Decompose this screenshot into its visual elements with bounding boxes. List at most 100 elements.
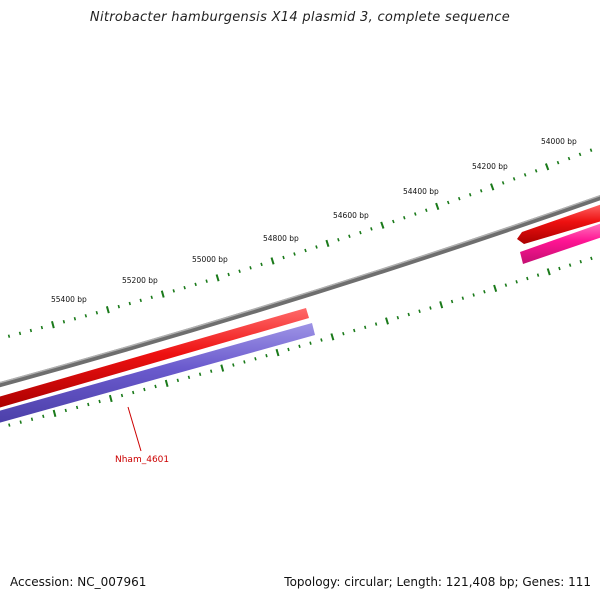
- scale-minor-tick: [315, 245, 318, 249]
- scale-minor-tick: [249, 266, 252, 270]
- tick-label-54400: 54400 bp: [403, 187, 439, 196]
- scale-minor-tick: [42, 414, 45, 419]
- scale-major-tick: [52, 409, 57, 417]
- scale-major-tick: [380, 221, 385, 229]
- scale-minor-tick: [18, 331, 22, 336]
- scale-minor-tick: [98, 399, 101, 404]
- scale-minor-tick: [172, 289, 175, 293]
- scale-major-tick: [105, 306, 110, 314]
- scale-minor-tick: [526, 276, 529, 281]
- scale-minor-tick: [396, 315, 400, 320]
- tick-label-54200: 54200 bp: [472, 162, 508, 171]
- scale-major-tick: [435, 202, 440, 211]
- scale-minor-tick: [95, 310, 99, 315]
- gene-arc-blue-left[interactable]: [0, 323, 315, 424]
- scale-minor-tick: [243, 360, 246, 364]
- tick-label-55400: 55400 bp: [51, 295, 87, 304]
- scale-major-tick: [51, 321, 55, 329]
- scale-minor-tick: [293, 252, 296, 256]
- gene-arc-red-right[interactable]: [517, 203, 600, 244]
- scale-major-tick: [385, 317, 389, 325]
- scale-minor-tick: [392, 219, 395, 224]
- scale-minor-tick: [414, 212, 417, 216]
- scale-minor-tick: [353, 328, 356, 333]
- gene-arc-red-left[interactable]: [0, 308, 309, 409]
- scale-minor-tick: [210, 369, 213, 373]
- scale-major-tick: [544, 163, 550, 171]
- scale-minor-tick: [374, 322, 378, 326]
- tick-label-54800: 54800 bp: [263, 234, 299, 243]
- scale-minor-tick: [523, 173, 527, 177]
- scale-minor-tick: [120, 393, 124, 398]
- scale-minor-tick: [238, 269, 241, 273]
- gene-label-nham-4601[interactable]: Nham_4601: [115, 406, 169, 465]
- scale-minor-tick: [150, 295, 153, 300]
- scale-minor-tick: [534, 169, 538, 173]
- scale-minor-tick: [589, 148, 593, 152]
- scale-minor-tick: [287, 347, 290, 352]
- scale-major-tick: [160, 290, 165, 298]
- scale-minor-tick: [461, 296, 465, 300]
- inner-scale-ring: [8, 256, 593, 427]
- scale-minor-tick: [75, 405, 79, 410]
- scale-minor-tick: [73, 317, 77, 321]
- scale-minor-tick: [501, 181, 505, 185]
- scale-minor-tick: [198, 372, 202, 376]
- scale-minor-tick: [62, 320, 66, 324]
- scale-minor-tick: [254, 357, 257, 361]
- scale-minor-tick: [232, 363, 235, 367]
- scale-minor-tick: [227, 272, 230, 277]
- scale-minor-tick: [483, 289, 486, 294]
- scale-minor-tick: [364, 325, 367, 330]
- scale-minor-tick: [139, 298, 142, 303]
- scale-minor-tick: [132, 390, 135, 395]
- scale-minor-tick: [84, 314, 88, 318]
- scale-minor-tick: [194, 282, 197, 287]
- scale-minor-tick: [567, 156, 571, 161]
- scale-minor-tick: [578, 152, 582, 157]
- scale-minor-tick: [205, 279, 208, 283]
- scale-minor-tick: [282, 255, 285, 260]
- scale-minor-tick: [260, 262, 263, 267]
- scale-minor-tick: [154, 384, 157, 389]
- scale-minor-tick: [504, 283, 508, 287]
- gene-arc-pink-right[interactable]: [520, 222, 600, 264]
- scale-minor-tick: [30, 417, 34, 421]
- scale-minor-tick: [359, 230, 362, 235]
- scale-minor-tick: [187, 375, 191, 380]
- gene-label-text: Nham_4601: [115, 455, 169, 465]
- scale-minor-tick: [468, 193, 472, 197]
- scale-minor-tick: [309, 341, 312, 345]
- scale-minor-tick: [19, 420, 22, 424]
- scale-minor-tick: [515, 280, 518, 284]
- map-title: Nitrobacter hamburgensis X14 plasmid 3, …: [89, 10, 511, 25]
- scale-minor-tick: [556, 160, 560, 165]
- scale-major-tick: [325, 239, 330, 248]
- scale-minor-tick: [265, 353, 268, 358]
- scale-minor-tick: [348, 234, 351, 238]
- scale-minor-tick: [479, 189, 483, 193]
- scale-minor-tick: [320, 338, 323, 342]
- sequence-backbone: [0, 194, 600, 388]
- outer-scale-ring: [7, 148, 593, 338]
- scale-minor-tick: [370, 227, 373, 231]
- scale-major-tick: [108, 394, 113, 403]
- scale-major-tick: [546, 268, 551, 276]
- tick-label-54600: 54600 bp: [333, 211, 369, 220]
- scale-minor-tick: [536, 273, 540, 277]
- scale-minor-tick: [590, 256, 593, 261]
- accession-label: Accession: NC_007961: [10, 575, 147, 589]
- scale-major-tick: [493, 284, 498, 292]
- scale-minor-tick: [87, 402, 90, 407]
- scale-minor-tick: [183, 285, 186, 290]
- tick-label-54000: 54000 bp: [541, 137, 577, 146]
- scale-minor-tick: [304, 248, 307, 253]
- scale-minor-tick: [429, 306, 432, 310]
- tick-label-55000: 55000 bp: [192, 255, 228, 264]
- scale-major-tick: [330, 333, 335, 341]
- scale-minor-tick: [64, 408, 67, 413]
- scale-major-tick: [220, 364, 225, 372]
- scale-major-tick: [270, 257, 275, 265]
- scale-minor-tick: [176, 378, 180, 383]
- scale-minor-tick: [407, 312, 410, 317]
